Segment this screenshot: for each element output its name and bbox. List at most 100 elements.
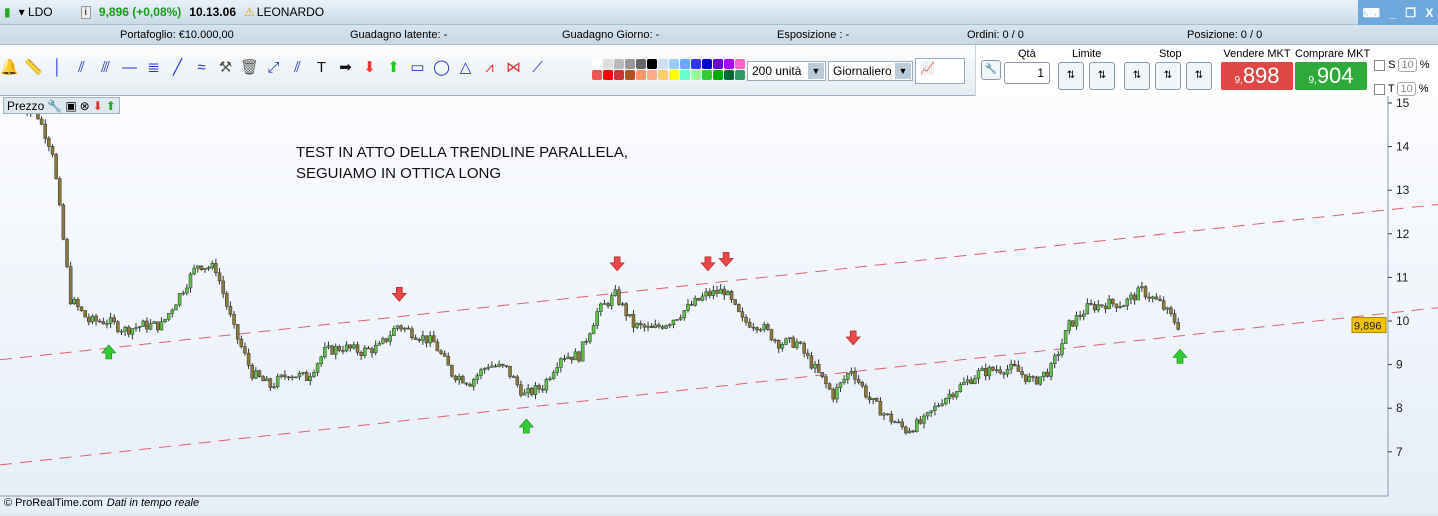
sell-arrow-icon	[609, 256, 625, 272]
candle	[464, 382, 469, 385]
sell-market-button[interactable]: 9,898	[1221, 62, 1293, 90]
stop-trailing-button[interactable]: ⇅	[1186, 62, 1212, 90]
fibonacci-icon[interactable]: ≣	[147, 59, 160, 76]
keyboard-icon[interactable]: ⌨	[1362, 5, 1380, 20]
orders[interactable]: Ordini: 0 / 0	[967, 29, 1024, 41]
buy-market-button[interactable]: 9,904	[1295, 62, 1367, 90]
price-chart[interactable]: 15 14 13 12 11 10 9 8 7 9,896	[0, 96, 1438, 513]
candle	[1132, 294, 1137, 301]
candlestick-icon[interactable]: ▮	[4, 5, 11, 19]
ray-icon[interactable]: ⟋	[532, 59, 543, 76]
ellipse-icon[interactable]: ◯	[433, 59, 450, 76]
candle	[453, 375, 458, 381]
color-swatch[interactable]	[658, 70, 668, 80]
color-swatch[interactable]	[625, 59, 635, 69]
color-swatch[interactable]	[636, 70, 646, 80]
color-swatch[interactable]	[702, 70, 712, 80]
candle	[813, 364, 817, 369]
horizontal-line-icon[interactable]: —	[122, 59, 137, 76]
indicators-button[interactable]: 📈	[915, 58, 965, 84]
color-swatch[interactable]	[592, 70, 602, 80]
chart-svg[interactable]: 15 14 13 12 11 10 9 8 7 9,896	[0, 96, 1438, 513]
color-swatch[interactable]	[603, 70, 613, 80]
color-swatch[interactable]	[735, 70, 745, 80]
minimize-button[interactable]: _	[1389, 5, 1396, 20]
color-swatch[interactable]	[669, 70, 679, 80]
arrow-up-icon[interactable]: ⬆	[387, 59, 400, 76]
move-up-icon[interactable]: ⬆	[105, 98, 116, 113]
close-icon[interactable]: ⊗	[79, 98, 90, 113]
close-button[interactable]: X	[1425, 5, 1434, 20]
wrench-icon[interactable]: 🔧	[47, 98, 63, 113]
color-swatch[interactable]	[669, 59, 679, 69]
info-icon[interactable]: i	[80, 5, 91, 19]
trash-icon[interactable]: 🗑	[240, 59, 259, 76]
pattern-icon[interactable]: ⋈	[506, 59, 521, 76]
move-down-icon[interactable]: ⬇	[92, 98, 103, 113]
regression-channel-icon[interactable]: ≈	[197, 59, 206, 76]
color-swatch[interactable]	[724, 70, 734, 80]
color-swatch[interactable]	[702, 59, 712, 69]
vertical-line-icon[interactable]: │	[52, 59, 63, 76]
color-swatch[interactable]	[614, 70, 624, 80]
color-swatch[interactable]	[647, 70, 657, 80]
color-swatch[interactable]	[691, 70, 701, 80]
horizontal-channel-icon[interactable]: ⫽	[78, 59, 85, 76]
ruler-icon[interactable]: 📏	[24, 59, 43, 76]
fib-fan-icon[interactable]: ⩘	[485, 59, 494, 76]
color-palette[interactable]	[592, 59, 745, 80]
segment-icon[interactable]: ⤢	[267, 59, 280, 76]
wrench-icon[interactable]: 🔧	[981, 60, 1001, 80]
stop-sell-button[interactable]: ⇅	[1155, 62, 1181, 90]
candle	[718, 288, 723, 294]
tools-icon[interactable]: ⚒	[218, 59, 233, 76]
arrow-down-icon[interactable]: ⬇	[363, 59, 376, 76]
color-swatch[interactable]	[691, 59, 701, 69]
stop-buy-button[interactable]: ⇅	[1124, 62, 1150, 90]
restore-button[interactable]: ❐	[1405, 5, 1417, 20]
maximize-icon[interactable]: ▣	[65, 98, 77, 113]
parallel-icon[interactable]: ⫽	[294, 59, 301, 76]
bell-icon[interactable]: 🔔	[0, 59, 19, 76]
text-icon[interactable]: T	[316, 59, 327, 76]
positions[interactable]: Posizione: 0 / 0	[1187, 29, 1263, 41]
parallel-lines-icon[interactable]: ⫻	[101, 59, 110, 76]
candle	[882, 413, 886, 416]
candle	[907, 430, 912, 434]
candle	[170, 309, 175, 314]
candle	[747, 321, 752, 328]
color-swatch[interactable]	[647, 59, 657, 69]
symbol-dropdown[interactable]: ▾ LDO	[18, 5, 53, 19]
qty-input[interactable]: 1	[1004, 62, 1050, 84]
candle	[889, 413, 894, 423]
trendline-icon[interactable]: ╱	[172, 59, 183, 76]
color-swatch[interactable]	[592, 59, 602, 69]
color-swatch[interactable]	[724, 59, 734, 69]
color-swatch[interactable]	[713, 70, 723, 80]
candle	[697, 297, 701, 301]
period-select[interactable]: Giornaliero ▼	[828, 61, 913, 81]
color-swatch[interactable]	[713, 59, 723, 69]
arrow-right-icon[interactable]: ➡	[339, 59, 352, 76]
t-value[interactable]: 10	[1397, 82, 1416, 96]
color-swatch[interactable]	[680, 70, 690, 80]
t-checkbox[interactable]	[1374, 83, 1385, 95]
color-swatch[interactable]	[735, 59, 745, 69]
color-swatch[interactable]	[636, 59, 646, 69]
candle	[225, 293, 229, 307]
color-swatch[interactable]	[680, 59, 690, 69]
color-swatch[interactable]	[658, 59, 668, 69]
s-checkbox[interactable]	[1374, 59, 1385, 71]
limit-sell-button[interactable]: ⇅	[1089, 62, 1115, 90]
s-value[interactable]: 10	[1398, 58, 1417, 72]
triangle-icon[interactable]: △	[459, 59, 472, 76]
quantity-select[interactable]: 200 unità ▼	[747, 61, 826, 81]
rectangle-icon[interactable]: ▭	[410, 59, 425, 76]
color-swatch[interactable]	[625, 70, 635, 80]
color-swatch[interactable]	[614, 59, 624, 69]
limit-buy-button[interactable]: ⇅	[1058, 62, 1084, 90]
color-swatch[interactable]	[603, 59, 613, 69]
candle	[878, 401, 883, 416]
candle	[192, 267, 196, 275]
candle	[983, 368, 988, 377]
